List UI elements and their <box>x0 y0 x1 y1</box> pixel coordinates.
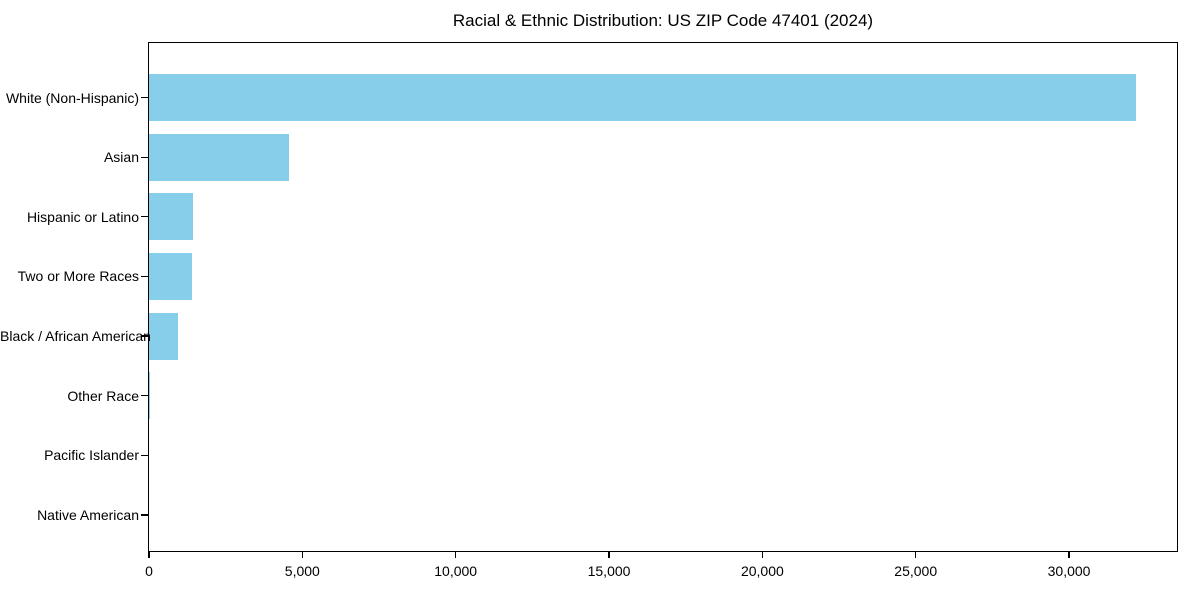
y-tick-label-hispanic-or-latino: Hispanic or Latino <box>26 208 139 225</box>
x-tick-label-20-000: 20,000 <box>740 563 784 579</box>
x-tick-mark <box>915 552 917 558</box>
x-tick-mark <box>761 552 763 558</box>
bar-hispanic-or-latino <box>149 193 193 241</box>
bar-two-or-more-races <box>149 252 192 300</box>
y-tick-label-white-non-hispanic: White (Non-Hispanic) <box>5 89 139 106</box>
plot-area <box>148 42 1178 552</box>
x-tick-mark <box>1068 552 1070 558</box>
y-tick-mark <box>141 156 148 158</box>
y-tick-mark <box>141 275 148 277</box>
chart-title: Racial & Ethnic Distribution: US ZIP Cod… <box>452 11 874 30</box>
x-tick-mark <box>608 552 610 558</box>
y-tick-label-asian: Asian <box>103 149 139 166</box>
y-tick-label-other-race: Other Race <box>67 387 139 404</box>
bar-asian <box>149 133 289 181</box>
y-tick-label-two-or-more-races: Two or More Races <box>17 268 139 285</box>
bar-other-race <box>149 372 150 420</box>
y-tick-mark <box>141 335 148 337</box>
bar-black-african-american <box>149 312 178 360</box>
y-tick-mark <box>141 96 148 99</box>
x-tick-label-5-000: 5,000 <box>284 563 320 579</box>
y-tick-label-black-african-american: Black / African American <box>0 328 151 345</box>
x-tick-label-0: 0 <box>145 563 153 579</box>
x-tick-mark <box>148 552 150 558</box>
x-tick-label-15-000: 15,000 <box>587 563 631 579</box>
y-tick-mark <box>141 454 148 456</box>
x-tick-mark <box>455 552 457 558</box>
x-tick-mark <box>301 552 303 558</box>
y-tick-mark <box>141 514 148 516</box>
x-tick-label-30-000: 30,000 <box>1047 563 1091 579</box>
y-tick-label-native-american: Native American <box>37 506 139 523</box>
bar-white-non-hispanic <box>149 74 1136 121</box>
y-tick-label-pacific-islander: Pacific Islander <box>44 447 139 464</box>
x-tick-label-10-000: 10,000 <box>434 563 478 579</box>
x-tick-label-25-000: 25,000 <box>894 563 938 579</box>
y-tick-mark <box>141 395 148 397</box>
y-tick-mark <box>141 216 148 218</box>
